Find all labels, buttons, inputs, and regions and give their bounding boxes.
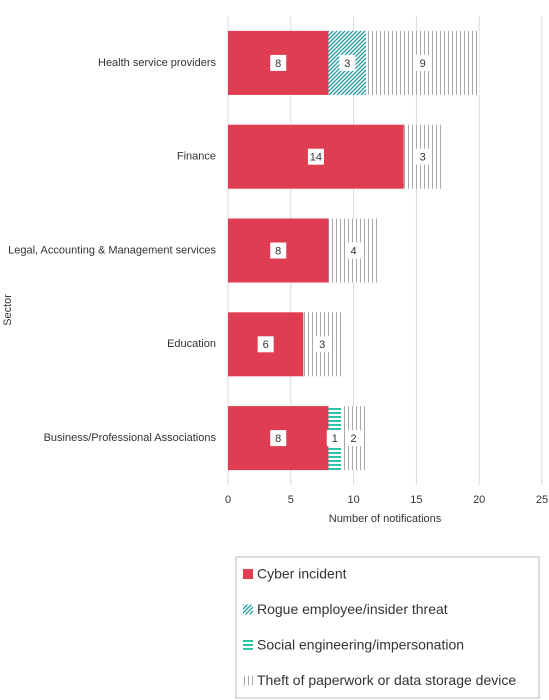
legend-swatch	[243, 640, 253, 650]
data-label-box	[314, 336, 331, 353]
data-label-box	[326, 430, 343, 447]
data-label-box	[270, 242, 287, 259]
x-tick-label: 5	[288, 494, 294, 506]
data-label: 4	[351, 245, 357, 257]
data-label: 14	[310, 152, 322, 164]
data-label-box	[345, 430, 362, 447]
data-label: 3	[344, 58, 350, 70]
y-tick-label: Legal, Accounting & Management services	[8, 244, 216, 256]
legend-swatch	[243, 675, 253, 686]
data-label: 1	[332, 433, 338, 445]
data-label: 8	[275, 245, 281, 257]
data-label: 3	[420, 152, 426, 164]
legend-swatch	[243, 569, 253, 579]
legend-swatch	[243, 604, 253, 615]
data-label: 8	[275, 58, 281, 70]
legend-label: Social engineering/impersonation	[257, 637, 464, 653]
legend-label: Rogue employee/insider threat	[257, 601, 448, 617]
data-label-box	[257, 336, 274, 353]
data-label: 3	[319, 339, 325, 351]
x-axis-label: Number of notifications	[329, 513, 442, 525]
data-label: 9	[420, 58, 426, 70]
data-label-box	[339, 54, 356, 71]
data-label: 8	[275, 433, 281, 445]
data-label: 6	[263, 339, 269, 351]
x-tick-label: 20	[473, 494, 485, 506]
y-tick-label: Business/Professional Associations	[44, 432, 217, 444]
x-tick-label: 15	[410, 494, 422, 506]
x-tick-label: 25	[536, 494, 548, 506]
x-tick-label: 0	[225, 494, 231, 506]
data-label-box	[270, 430, 287, 447]
x-tick-label: 10	[347, 494, 359, 506]
data-label-box	[270, 54, 287, 71]
legend-box	[235, 556, 540, 699]
y-tick-label: Health service providers	[98, 57, 216, 69]
y-axis-label: Sector	[2, 294, 14, 326]
data-label-box	[345, 242, 362, 259]
legend-label: Cyber incident	[257, 566, 347, 582]
data-label: 2	[351, 433, 357, 445]
y-tick-label: Finance	[177, 151, 216, 163]
y-tick-label: Education	[167, 338, 216, 350]
legend-label: Theft of paperwork or data storage devic…	[257, 672, 516, 688]
data-label-box	[414, 54, 431, 71]
data-label-box	[307, 148, 324, 165]
data-label-box	[414, 148, 431, 165]
